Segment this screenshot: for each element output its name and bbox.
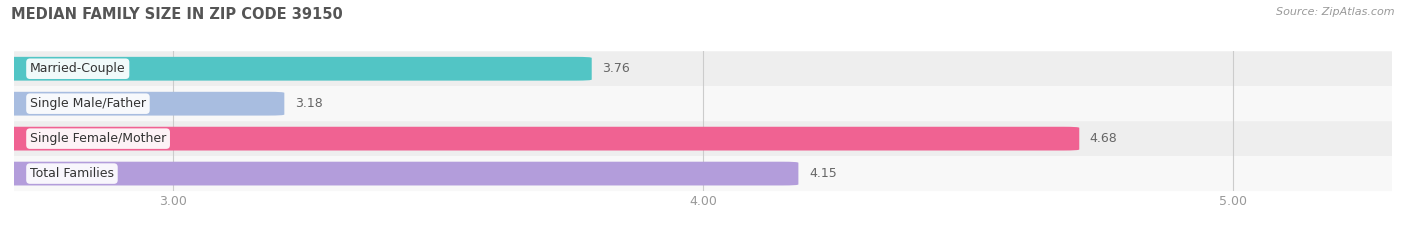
Text: Total Families: Total Families xyxy=(30,167,114,180)
Text: Single Male/Father: Single Male/Father xyxy=(30,97,146,110)
FancyBboxPatch shape xyxy=(0,162,799,185)
Text: Source: ZipAtlas.com: Source: ZipAtlas.com xyxy=(1277,7,1395,17)
FancyBboxPatch shape xyxy=(14,121,1392,156)
FancyBboxPatch shape xyxy=(14,86,1392,121)
Text: MEDIAN FAMILY SIZE IN ZIP CODE 39150: MEDIAN FAMILY SIZE IN ZIP CODE 39150 xyxy=(11,7,343,22)
Text: 4.15: 4.15 xyxy=(808,167,837,180)
FancyBboxPatch shape xyxy=(14,156,1392,191)
Text: 3.76: 3.76 xyxy=(602,62,630,75)
FancyBboxPatch shape xyxy=(0,92,284,116)
FancyBboxPatch shape xyxy=(0,127,1080,151)
Text: 3.18: 3.18 xyxy=(295,97,323,110)
Text: Single Female/Mother: Single Female/Mother xyxy=(30,132,166,145)
FancyBboxPatch shape xyxy=(14,51,1392,86)
Text: 4.68: 4.68 xyxy=(1090,132,1118,145)
FancyBboxPatch shape xyxy=(0,57,592,81)
Text: Married-Couple: Married-Couple xyxy=(30,62,125,75)
